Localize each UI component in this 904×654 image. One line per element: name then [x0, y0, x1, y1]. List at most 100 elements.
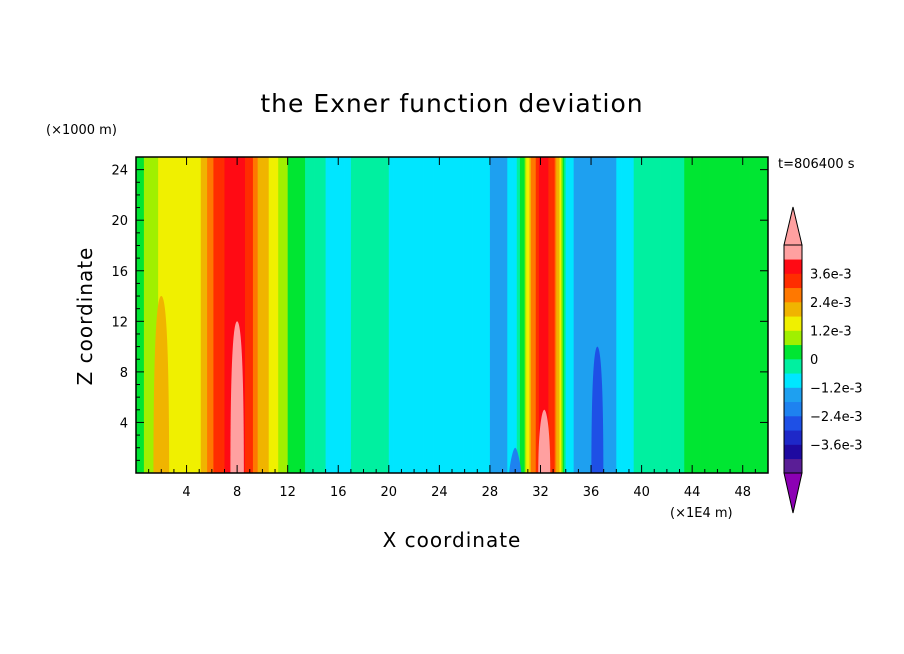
contour-column [139, 157, 142, 473]
contour-column [399, 157, 402, 473]
contour-column [602, 157, 605, 473]
time-label: t=806400 s [778, 157, 855, 172]
contour-column [543, 157, 546, 473]
contour-column [692, 157, 695, 473]
contour-column [510, 157, 513, 473]
contour-column [592, 157, 595, 473]
contour-column [527, 157, 530, 473]
contour-feature [509, 447, 522, 473]
contour-column [434, 157, 437, 473]
contour-column [572, 157, 575, 473]
contour-column [452, 157, 454, 473]
contour-column [532, 157, 535, 473]
contour-column [205, 157, 208, 473]
contour-column [524, 157, 527, 473]
contour-column [641, 157, 644, 473]
contour-column [646, 157, 649, 473]
contour-column [429, 157, 432, 473]
x-tick-label: 28 [482, 485, 499, 500]
contour-column [521, 157, 524, 473]
contour-column [395, 157, 398, 473]
contour-column [737, 157, 740, 473]
contour-column [316, 157, 319, 473]
contour-column [387, 157, 390, 473]
contour-column [467, 157, 470, 473]
contour-column [763, 157, 766, 473]
contour-column [584, 157, 587, 473]
contour-column [300, 157, 303, 473]
colorbar-band [784, 359, 802, 374]
contour-column [352, 157, 355, 473]
contour-column [684, 157, 687, 473]
contour-column [565, 157, 568, 473]
contour-column [417, 157, 420, 473]
contour-column [512, 157, 515, 473]
contour-column [390, 157, 393, 473]
contour-column [658, 157, 661, 473]
contour-column [715, 157, 718, 473]
contour-column [169, 157, 172, 473]
contour-column [327, 157, 330, 473]
contour-column [365, 157, 368, 473]
contour-column [263, 157, 266, 473]
contour-column [282, 157, 285, 473]
contour-column [284, 157, 287, 473]
contour-column [556, 157, 559, 473]
contour-column [374, 157, 377, 473]
contour-column [292, 157, 295, 473]
contour-column [587, 157, 590, 473]
contour-column [450, 157, 453, 473]
contour-column [412, 157, 415, 473]
contour-feature [591, 346, 604, 473]
colorbar-band [784, 330, 802, 346]
contour-column [218, 157, 221, 473]
colorbar-tick-label: 0 [810, 353, 818, 368]
contour-column [265, 157, 268, 473]
contour-column [647, 157, 650, 473]
contour-column [243, 157, 246, 473]
contour-column [611, 157, 614, 473]
contour-column [586, 157, 589, 473]
contour-column [526, 157, 529, 473]
contour-column [709, 157, 712, 473]
contour-column [448, 157, 451, 473]
colorbar-band [784, 458, 802, 474]
colorbar-band [784, 373, 802, 388]
contour-column [461, 157, 464, 473]
contour-column [222, 157, 225, 473]
contour-column [431, 157, 434, 473]
contour-column [294, 157, 296, 473]
contour-column [271, 157, 274, 473]
contour-feature [538, 409, 551, 473]
contour-column [690, 157, 693, 473]
contour-column [665, 157, 668, 473]
contour-column [254, 157, 257, 473]
contour-column [553, 157, 556, 473]
contour-column [393, 157, 396, 473]
contour-column [409, 157, 412, 473]
contour-column [698, 157, 701, 473]
contour-column [354, 157, 357, 473]
contour-column [671, 157, 674, 473]
contour-column [420, 157, 423, 473]
contour-column [564, 157, 567, 473]
contour-column [407, 157, 410, 473]
contour-column [624, 157, 627, 473]
contour-column [731, 157, 734, 473]
contour-column [589, 157, 592, 473]
contour-column [523, 157, 526, 473]
contour-column [459, 157, 462, 473]
contour-column [268, 157, 271, 473]
contour-column [494, 157, 497, 473]
contour-column [483, 157, 486, 473]
contour-column [317, 157, 320, 473]
contour-column [320, 157, 323, 473]
contour-column [324, 157, 326, 473]
contour-column [437, 157, 440, 473]
contour-column [418, 157, 421, 473]
contour-column [666, 157, 669, 473]
colorbar-over-triangle [783, 206, 803, 246]
contour-column [347, 157, 350, 473]
contour-column [297, 157, 300, 473]
contour-column [215, 157, 217, 473]
